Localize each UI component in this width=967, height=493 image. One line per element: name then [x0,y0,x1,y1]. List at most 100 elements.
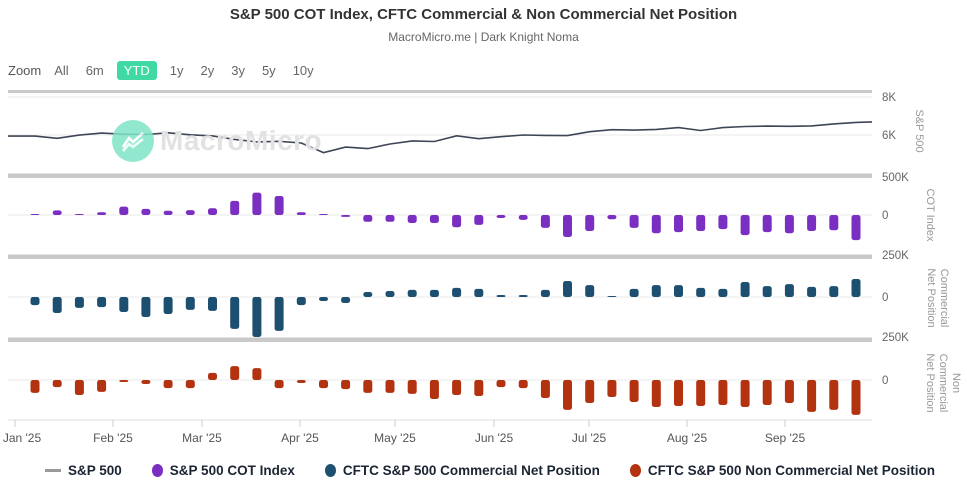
bar[interactable] [363,380,373,393]
bar[interactable] [807,380,817,412]
bar[interactable] [784,215,794,234]
bar[interactable] [784,380,794,403]
bar[interactable] [74,297,84,308]
bar[interactable] [163,297,173,314]
bar[interactable] [119,380,129,382]
bar[interactable] [851,380,861,415]
bar[interactable] [829,286,839,297]
bar[interactable] [52,210,62,215]
bar[interactable] [296,297,306,306]
bar[interactable] [141,208,151,215]
bar[interactable] [807,215,817,231]
zoom-option-2y[interactable]: 2y [200,63,215,78]
bar[interactable] [230,297,240,329]
bar[interactable] [407,380,417,394]
bar[interactable] [407,289,417,297]
legend-item-0[interactable]: S&P 500 [45,463,122,478]
bar[interactable] [651,215,661,234]
legend-item-2[interactable]: CFTC S&P 500 Commercial Net Position [324,463,600,478]
bar[interactable] [163,380,173,389]
bar[interactable] [762,286,772,297]
zoom-option-1y[interactable]: 1y [169,63,184,78]
bar[interactable] [540,380,550,398]
bar[interactable] [607,380,617,397]
bar[interactable] [740,215,750,236]
bar[interactable] [185,297,195,310]
bar[interactable] [119,206,129,215]
bar[interactable] [674,215,683,233]
bar[interactable] [696,380,706,406]
bar[interactable] [629,288,639,297]
bar[interactable] [784,284,794,297]
bar[interactable] [762,215,772,233]
bar[interactable] [518,215,528,220]
bar[interactable] [718,215,728,230]
bar[interactable] [252,297,262,337]
bar[interactable] [74,214,84,215]
bar[interactable] [740,282,750,297]
zoom-option-6m[interactable]: 6m [85,63,104,78]
bar[interactable] [807,286,817,297]
bar[interactable] [230,200,240,215]
sp500-line[interactable] [8,121,873,154]
bar[interactable] [762,380,772,405]
bar[interactable] [474,380,484,396]
zoom-option-ytd[interactable]: YTD [116,61,157,80]
bar[interactable] [829,215,839,231]
bar[interactable] [252,368,262,380]
bar[interactable] [141,380,151,384]
bar[interactable] [230,366,240,380]
bar[interactable] [851,215,861,241]
bar[interactable] [97,212,107,215]
bar[interactable] [696,215,706,231]
bar[interactable] [185,380,195,389]
bar[interactable] [97,297,107,308]
bar[interactable] [208,208,217,215]
bar[interactable] [674,285,683,297]
bar[interactable] [674,380,683,406]
bar[interactable] [30,297,40,306]
bar[interactable] [363,292,373,297]
bar[interactable] [208,372,217,380]
bar[interactable] [629,380,639,402]
zoom-option-3y[interactable]: 3y [231,63,245,78]
bar[interactable] [407,215,417,223]
bar[interactable] [429,289,439,297]
bar[interactable] [829,380,839,410]
zoom-option-5y[interactable]: 5y [261,63,276,78]
bar[interactable] [52,297,62,313]
bar[interactable] [141,297,151,317]
bar[interactable] [319,297,328,301]
bar[interactable] [452,380,462,395]
bar[interactable] [74,380,84,395]
bar[interactable] [296,212,306,215]
bar[interactable] [319,380,328,389]
bar[interactable] [474,215,484,225]
bar[interactable] [341,215,351,217]
zoom-option-10y[interactable]: 10y [292,63,314,78]
bar[interactable] [296,380,306,383]
bar[interactable] [474,288,484,297]
bar[interactable] [585,380,595,403]
bar[interactable] [496,215,506,218]
bar[interactable] [696,287,706,297]
bar[interactable] [429,215,439,223]
bar[interactable] [52,380,62,388]
bar[interactable] [341,380,351,390]
bar[interactable] [385,215,395,222]
bar[interactable] [651,285,661,297]
bar[interactable] [452,215,462,228]
bar[interactable] [185,210,195,215]
bar[interactable] [363,215,373,222]
bar[interactable] [496,295,506,297]
zoom-option-all[interactable]: All [54,63,69,78]
bar[interactable] [563,281,572,297]
bar[interactable] [385,291,395,297]
bar[interactable] [252,192,262,215]
bar[interactable] [851,279,861,297]
bar[interactable] [274,196,284,215]
bar[interactable] [518,295,528,297]
bar[interactable] [740,380,750,407]
bar[interactable] [30,214,40,215]
